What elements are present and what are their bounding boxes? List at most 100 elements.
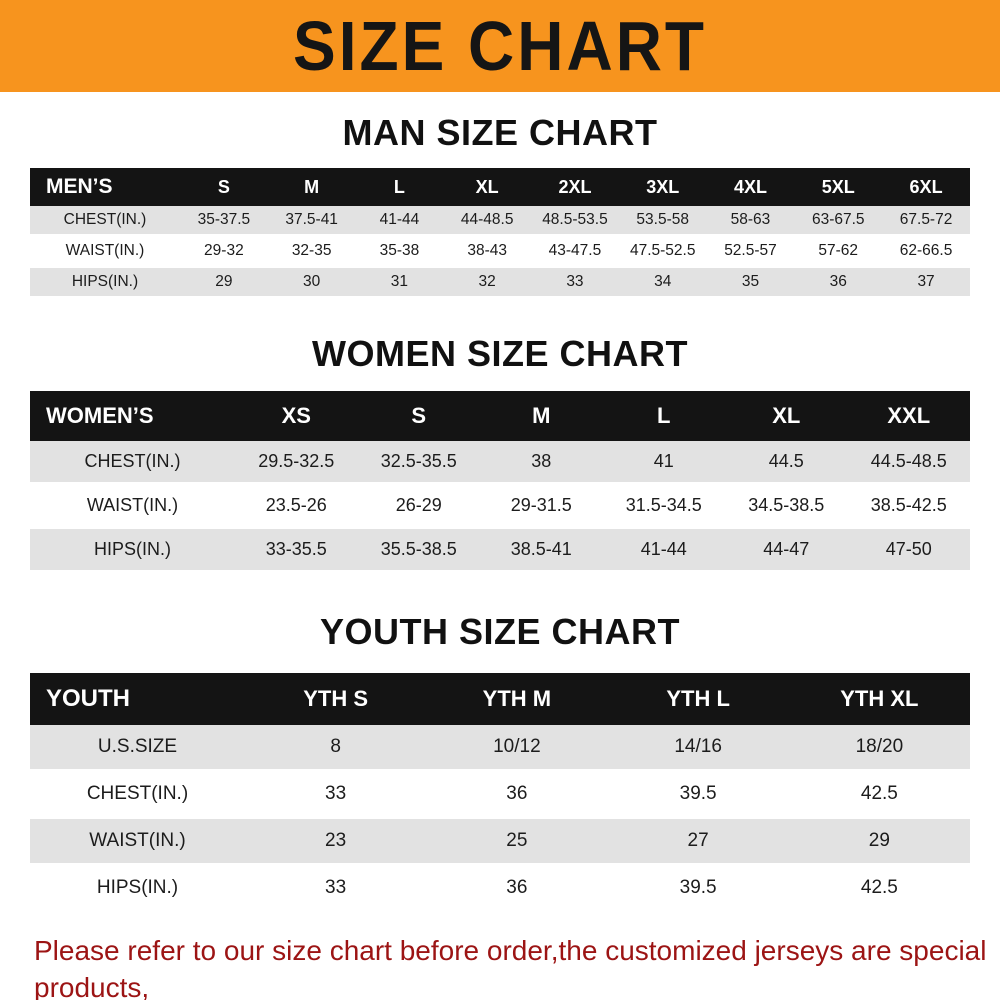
footer-line-1: Please refer to our size chart before or… xyxy=(34,935,987,1000)
table-row: HIPS(IN.) 29 30 31 32 33 34 35 36 37 xyxy=(30,266,970,299)
women-size-table: WOMEN’S XS S M L XL XXL CHEST(IN.) 29.5-32.5 32.5… xyxy=(30,391,970,573)
size-header-cell: YTH M xyxy=(426,673,608,725)
value-cell: 44-48.5 xyxy=(443,206,532,237)
value-cell: 35 xyxy=(706,266,795,299)
table-row: WAIST(IN.) 23 25 27 29 xyxy=(30,817,970,866)
value-cell: 43-47.5 xyxy=(531,235,619,268)
row-label-cell: U.S.SIZE xyxy=(30,725,245,772)
table-header-label: WOMEN’S xyxy=(30,391,235,441)
size-header-cell: M xyxy=(267,168,356,206)
value-cell: 53.5-58 xyxy=(618,206,707,237)
value-cell: 33 xyxy=(245,770,427,819)
men-section-heading: MAN SIZE CHART xyxy=(342,112,658,153)
value-cell: 31 xyxy=(355,266,444,299)
value-cell: 35-38 xyxy=(355,235,444,268)
size-header-cell: YTH L xyxy=(607,673,789,725)
value-cell: 39.5 xyxy=(607,770,789,819)
table-row: WAIST(IN.) 29-32 32-35 35-38 38-43 43-47.5 47.… xyxy=(30,235,970,268)
value-cell: 37.5-41 xyxy=(267,206,356,237)
size-header-cell: L xyxy=(602,391,725,441)
row-label-cell: HIPS(IN.) xyxy=(30,266,180,299)
value-cell: 52.5-57 xyxy=(706,235,795,268)
size-header-cell: YTH S xyxy=(245,673,427,725)
value-cell: 58-63 xyxy=(706,206,795,237)
value-cell: 38.5-42.5 xyxy=(847,483,970,529)
value-cell: 33 xyxy=(245,864,427,913)
value-cell: 41-44 xyxy=(602,527,725,573)
value-cell: 30 xyxy=(267,266,356,299)
size-header-cell: 4XL xyxy=(706,168,795,206)
value-cell: 36 xyxy=(426,864,608,913)
value-cell: 32.5-35.5 xyxy=(357,441,480,485)
value-cell: 29-31.5 xyxy=(480,483,603,529)
size-header-cell: S xyxy=(180,168,268,206)
section-women: WOMEN SIZE CHART WOMEN’S XS S M L XL XXL CHEST(… xyxy=(0,299,1000,573)
row-label-cell: WAIST(IN.) xyxy=(30,817,245,866)
size-header-cell: M xyxy=(480,391,603,441)
table-row: CHEST(IN.) 29.5-32.5 32.5-35.5 38 41 44.5 44.5… xyxy=(30,441,970,485)
value-cell: 63-67.5 xyxy=(794,206,883,237)
value-cell: 29-32 xyxy=(180,235,268,268)
value-cell: 38.5-41 xyxy=(480,527,603,573)
value-cell: 38-43 xyxy=(443,235,532,268)
section-youth: YOUTH SIZE CHART YOUTH YTH S YTH M YTH L YTH… xyxy=(0,573,1000,913)
value-cell: 39.5 xyxy=(607,864,789,913)
row-label-cell: HIPS(IN.) xyxy=(30,527,235,573)
size-header-cell: XL xyxy=(725,391,848,441)
table-row: WAIST(IN.) 23.5-26 26-29 29-31.5 31.5-34.5 34… xyxy=(30,483,970,529)
value-cell: 47-50 xyxy=(847,527,970,573)
youth-section-heading: YOUTH SIZE CHART xyxy=(319,611,680,652)
value-cell: 41-44 xyxy=(355,206,444,237)
table-header-label: MEN’S xyxy=(30,168,180,206)
table-header-row: YOUTH YTH S YTH M YTH L YTH XL xyxy=(30,673,970,725)
youth-size-table: YOUTH YTH S YTH M YTH L YTH XL U.S.SIZE 8 10/12… xyxy=(30,673,970,913)
value-cell: 18/20 xyxy=(788,725,970,772)
value-cell: 34 xyxy=(618,266,707,299)
section-men: MAN SIZE CHART MEN’S S M L XL 2XL 3XL 4XL 5XL 6XL… xyxy=(0,92,1000,299)
table-header-row: WOMEN’S XS S M L XL XXL xyxy=(30,391,970,441)
value-cell: 37 xyxy=(882,266,970,299)
value-cell: 25 xyxy=(426,817,608,866)
value-cell: 33-35.5 xyxy=(235,527,358,573)
table-header-label: YOUTH xyxy=(30,673,245,725)
value-cell: 29 xyxy=(180,266,268,299)
banner: SIZE CHART xyxy=(0,0,1000,92)
men-size-table: MEN’S S M L XL 2XL 3XL 4XL 5XL 6XL CHEST(IN.) 35-37… xyxy=(30,168,970,299)
size-header-cell: 5XL xyxy=(794,168,883,206)
row-label-cell: CHEST(IN.) xyxy=(30,206,180,237)
value-cell: 31.5-34.5 xyxy=(602,483,725,529)
value-cell: 29.5-32.5 xyxy=(235,441,358,485)
value-cell: 44-47 xyxy=(725,527,848,573)
value-cell: 27 xyxy=(607,817,789,866)
value-cell: 44.5-48.5 xyxy=(847,441,970,485)
value-cell: 32-35 xyxy=(267,235,356,268)
size-header-cell: L xyxy=(355,168,444,206)
table-header-row: MEN’S S M L XL 2XL 3XL 4XL 5XL 6XL xyxy=(30,168,970,206)
value-cell: 41 xyxy=(602,441,725,485)
row-label-cell: CHEST(IN.) xyxy=(30,441,235,485)
value-cell: 8 xyxy=(245,725,427,772)
size-header-cell: 2XL xyxy=(531,168,619,206)
value-cell: 44.5 xyxy=(725,441,848,485)
table-row: HIPS(IN.) 33 36 39.5 42.5 xyxy=(30,864,970,913)
value-cell: 33 xyxy=(531,266,619,299)
value-cell: 67.5-72 xyxy=(882,206,970,237)
page-title: SIZE CHART xyxy=(293,7,707,85)
value-cell: 35-37.5 xyxy=(180,206,268,237)
value-cell: 23 xyxy=(245,817,427,866)
row-label-cell: CHEST(IN.) xyxy=(30,770,245,819)
table-row: CHEST(IN.) 35-37.5 37.5-41 41-44 44-48.5 48.5… xyxy=(30,206,970,237)
value-cell: 36 xyxy=(794,266,883,299)
value-cell: 42.5 xyxy=(788,770,970,819)
value-cell: 42.5 xyxy=(788,864,970,913)
footer-note: Please refer to our size chart before or… xyxy=(34,933,1000,1000)
table-row: HIPS(IN.) 33-35.5 35.5-38.5 38.5-41 41-44 44-… xyxy=(30,527,970,573)
value-cell: 48.5-53.5 xyxy=(531,206,619,237)
value-cell: 29 xyxy=(788,817,970,866)
size-header-cell: XL xyxy=(443,168,532,206)
value-cell: 38 xyxy=(480,441,603,485)
row-label-cell: WAIST(IN.) xyxy=(30,235,180,268)
value-cell: 34.5-38.5 xyxy=(725,483,848,529)
row-label-cell: HIPS(IN.) xyxy=(30,864,245,913)
table-row: CHEST(IN.) 33 36 39.5 42.5 xyxy=(30,770,970,819)
